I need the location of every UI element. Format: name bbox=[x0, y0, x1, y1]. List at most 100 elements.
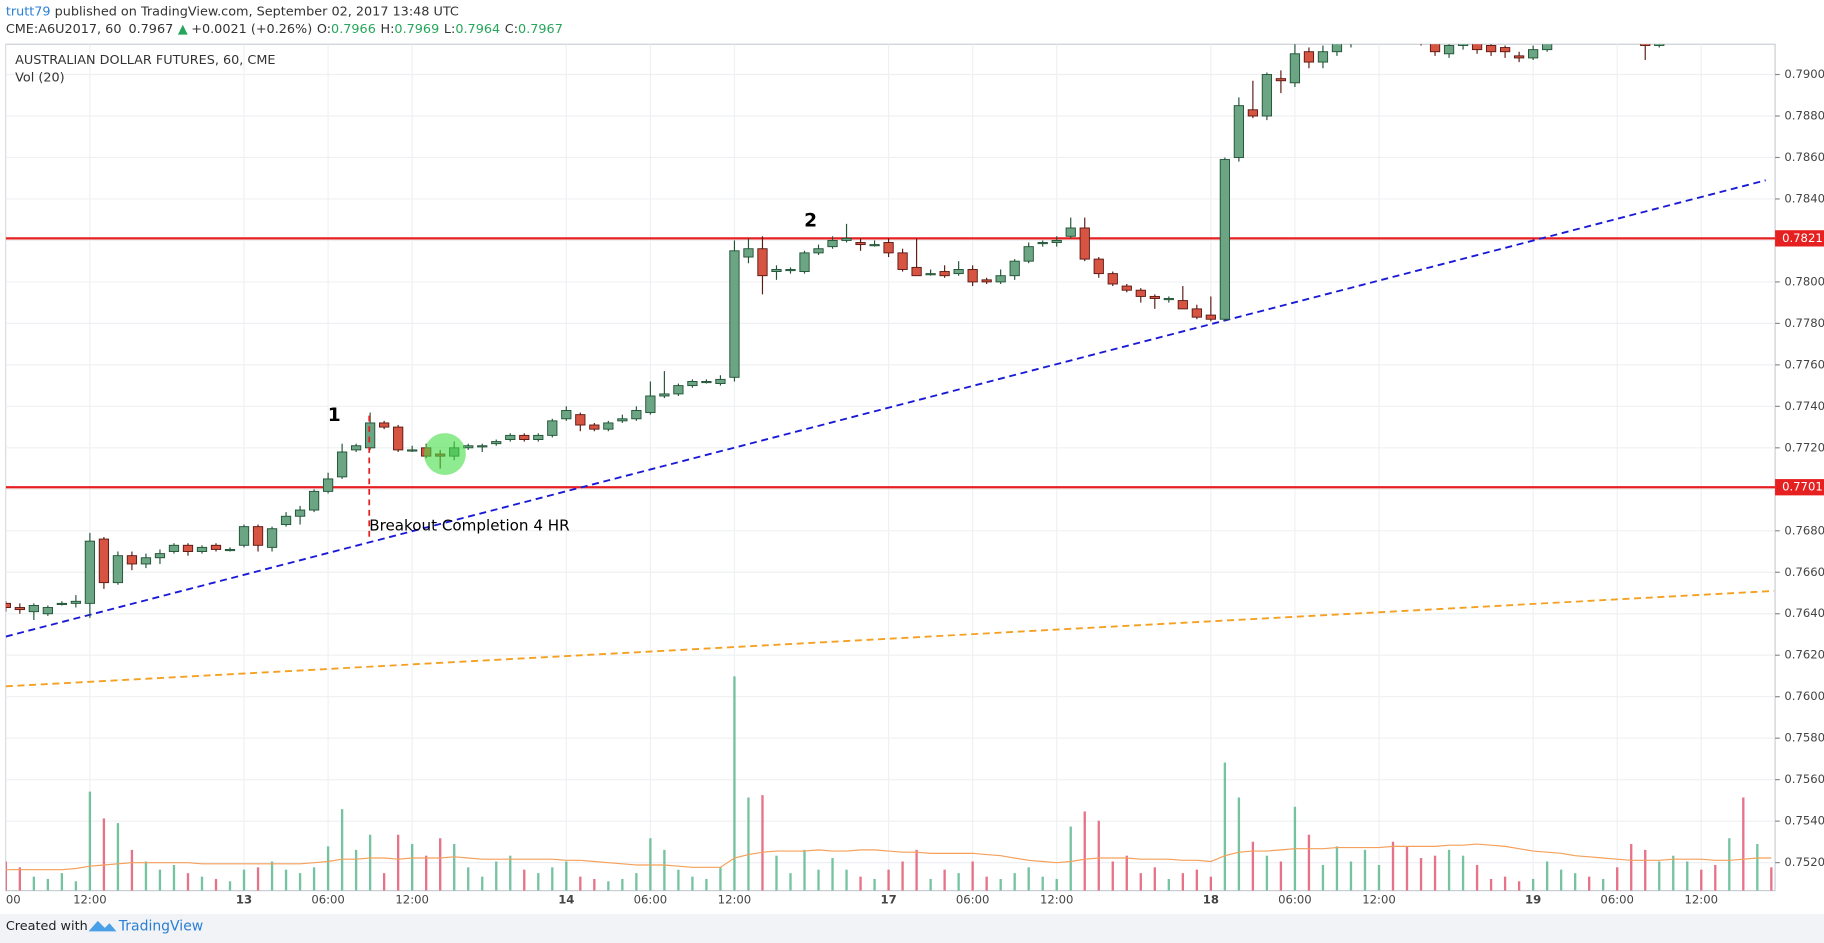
volume-bar bbox=[1097, 820, 1100, 891]
volume-bar bbox=[1153, 867, 1156, 891]
candle-body bbox=[1149, 295, 1160, 299]
candle-body bbox=[463, 445, 474, 449]
annotation: 2 bbox=[804, 211, 817, 232]
candle-body bbox=[715, 378, 726, 385]
candle-body bbox=[897, 252, 908, 270]
volume-bar bbox=[1742, 797, 1745, 891]
volume-bar bbox=[1517, 881, 1521, 891]
trendline bbox=[5, 589, 1775, 688]
volume-bar bbox=[1714, 864, 1717, 891]
volume-bar bbox=[5, 861, 7, 891]
y-tick-label: 0.7580 bbox=[1784, 731, 1824, 745]
volume-bar bbox=[901, 861, 904, 891]
candle-body bbox=[336, 451, 348, 478]
candle-body bbox=[1275, 78, 1287, 82]
c-label: C: bbox=[505, 22, 518, 37]
candle-body bbox=[729, 250, 740, 378]
volume-bar bbox=[1307, 834, 1311, 891]
volume-bar bbox=[1391, 841, 1395, 891]
candle-body bbox=[1233, 105, 1245, 158]
volume-bar bbox=[859, 876, 862, 891]
volume-bar bbox=[803, 849, 806, 891]
y-tick-label: 0.7560 bbox=[1784, 772, 1824, 786]
level-tag bbox=[1775, 479, 1824, 496]
volume-ma bbox=[5, 843, 1772, 871]
volume-bar bbox=[1167, 878, 1170, 891]
x-tick-label: 18 bbox=[1203, 892, 1219, 906]
volume-bar bbox=[1700, 869, 1703, 891]
user[interactable]: trutt79 bbox=[6, 4, 51, 19]
candle-body bbox=[547, 420, 558, 436]
x-tick-label: 12:00 bbox=[1362, 892, 1396, 906]
volume-bar bbox=[1644, 849, 1647, 891]
volume-bar bbox=[1013, 873, 1016, 891]
y-tick-label: 0.7640 bbox=[1784, 606, 1824, 620]
candle-body bbox=[322, 478, 334, 492]
volume-bar bbox=[845, 869, 848, 891]
l: 0.7964 bbox=[455, 22, 500, 37]
candle-body bbox=[210, 544, 222, 550]
l-label: L: bbox=[444, 22, 455, 37]
candle-body bbox=[1009, 260, 1020, 277]
drawings bbox=[5, 179, 1776, 688]
volume-bar bbox=[1447, 849, 1451, 891]
candle-body bbox=[14, 607, 25, 611]
volume-bar bbox=[985, 876, 988, 891]
candle-body bbox=[687, 380, 698, 387]
volume-bar bbox=[1195, 869, 1199, 891]
volume-bar bbox=[1475, 864, 1479, 891]
y-tick-label: 0.7880 bbox=[1784, 108, 1824, 122]
volume-bar bbox=[1602, 878, 1605, 891]
candle-body bbox=[743, 248, 754, 258]
volume-bar bbox=[1588, 876, 1591, 891]
x-tick-label: 06:00 bbox=[634, 892, 668, 906]
candle-body bbox=[1528, 49, 1539, 59]
candle-body bbox=[5, 602, 11, 608]
candle-body bbox=[182, 544, 194, 552]
volume-bar bbox=[340, 809, 344, 891]
candle-body bbox=[953, 269, 964, 275]
volume-bar bbox=[172, 864, 176, 891]
volume-bar bbox=[495, 861, 498, 891]
volume-bar bbox=[1419, 858, 1423, 891]
volume-bar bbox=[46, 878, 50, 891]
volume-bar bbox=[18, 867, 22, 891]
candle-body bbox=[1640, 44, 1651, 46]
volume-bar bbox=[1573, 873, 1577, 891]
footer-brand[interactable]: TradingView bbox=[118, 919, 203, 935]
volume-bar bbox=[677, 869, 680, 891]
candle-body bbox=[799, 252, 810, 273]
y-tick-label: 0.7900 bbox=[1784, 67, 1824, 81]
volume-bar bbox=[1461, 855, 1465, 891]
volume-bar bbox=[144, 861, 148, 891]
volume-bar bbox=[915, 849, 918, 891]
annotation: 1 bbox=[328, 405, 341, 426]
candle-body bbox=[575, 414, 586, 426]
brand-logo bbox=[88, 920, 117, 932]
candle-body bbox=[1163, 298, 1174, 301]
volume-bar bbox=[1125, 855, 1128, 891]
volume-bar bbox=[775, 855, 778, 891]
candle-body bbox=[407, 449, 418, 452]
volume-bar bbox=[88, 791, 92, 891]
publish-line: trutt79 published on TradingView.com, Se… bbox=[6, 4, 459, 19]
candle-body bbox=[519, 434, 530, 440]
candle-body bbox=[995, 275, 1006, 283]
volume-bar bbox=[929, 878, 932, 891]
h-label: H: bbox=[381, 22, 395, 37]
volume-bar bbox=[1181, 873, 1184, 891]
volume-bar bbox=[649, 838, 652, 891]
candle-body bbox=[196, 546, 208, 552]
volume-bar bbox=[1041, 876, 1044, 891]
volume-bar bbox=[1559, 869, 1563, 891]
o-label: O: bbox=[317, 22, 331, 37]
volume-bar bbox=[425, 855, 428, 891]
candle-body bbox=[154, 553, 166, 559]
candle-body bbox=[645, 395, 656, 414]
volume-bar bbox=[579, 876, 582, 891]
candle-body bbox=[491, 441, 502, 445]
candle-body bbox=[238, 526, 250, 546]
y-tick-label: 0.7720 bbox=[1784, 440, 1824, 454]
y-tick-label: 0.7760 bbox=[1784, 357, 1824, 371]
volume-bar bbox=[1728, 838, 1731, 891]
